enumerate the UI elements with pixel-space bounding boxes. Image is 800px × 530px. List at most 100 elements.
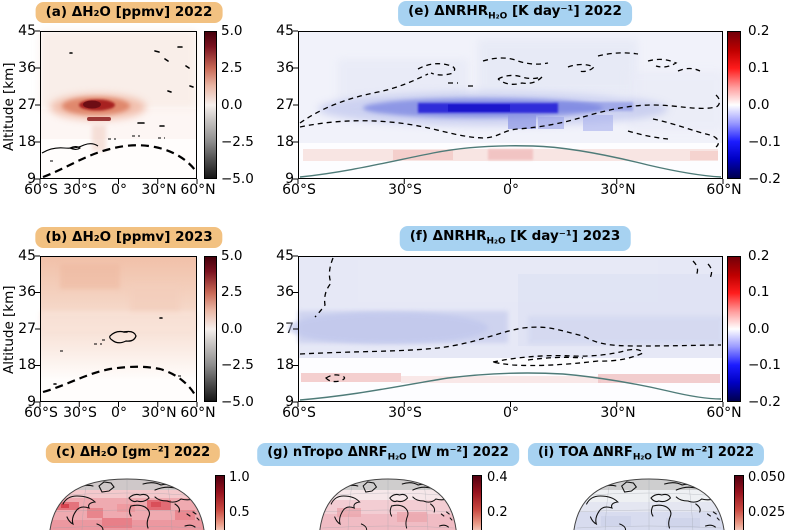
panel-e-xtick: 30°N <box>600 182 636 198</box>
panel-b-cbar-label: −5.0 <box>221 394 254 410</box>
panel-a-xtick: 60°S <box>24 182 58 198</box>
panel-e-title-sub: H₂O <box>488 11 508 22</box>
panel-a-cbar-label: 5.0 <box>221 23 243 39</box>
panel-a-xtick: 0° <box>111 182 127 198</box>
panel-a-ytick: 18 <box>18 134 36 150</box>
panel-i-map <box>573 478 725 530</box>
panel-g-cbar-label: 0.2 <box>487 505 508 520</box>
panel-i-title-main: (i) TOA ΔNRF <box>537 445 633 460</box>
panel-f-xtick: 30°S <box>388 405 422 421</box>
panel-f-ytick: 9 <box>285 394 294 410</box>
panel-a-cbar-label: 0.0 <box>221 97 243 113</box>
panel-i-cbar-label: 0.025 <box>748 505 786 520</box>
panel-c-title: (c) ΔH₂O [gm⁻²] 2022 <box>45 443 221 464</box>
panel-f-colorbar <box>727 256 741 402</box>
panel-b-cbar-label: 5.0 <box>221 248 243 264</box>
panel-g-map <box>319 478 457 530</box>
panel-e-plot <box>293 30 724 184</box>
panel-b-cbar-label: −2.5 <box>221 357 254 373</box>
panel-e-title-rest: [K day⁻¹] 2022 <box>507 3 622 19</box>
panel-f-cbar-label: −0.2 <box>748 394 781 410</box>
panel-c-title-text: (c) ΔH₂O [gm⁻²] 2022 <box>55 445 211 460</box>
panel-f-title-sub: H₂O <box>486 236 506 247</box>
panel-e-cbar-label: −0.2 <box>748 171 781 187</box>
panel-b-ytick: 36 <box>18 284 36 300</box>
panel-b-colorbar <box>204 256 217 402</box>
panel-b-title-text: (b) ΔH₂O [ppmv] 2023 <box>45 229 213 245</box>
panel-b-ytick: 9 <box>27 394 36 410</box>
panel-f-xtick: 0° <box>503 405 519 421</box>
panel-a-xtick: 60°N <box>180 182 216 198</box>
panel-i-colorbar <box>734 475 744 530</box>
panel-b-ytick: 27 <box>18 321 36 337</box>
panel-g-cbar-label: 0.4 <box>487 470 508 485</box>
panel-e-ytick: 36 <box>276 60 294 76</box>
panel-b-xtick: 60°S <box>24 405 58 421</box>
panel-e-ytick: 27 <box>276 97 294 113</box>
panel-i-title: (i) TOA ΔNRFH₂O [W m⁻²] 2022 <box>527 443 765 467</box>
panel-g-title-main: (g) nTropo ΔNRF <box>267 445 388 460</box>
panel-f-cbar-label: 0.0 <box>748 321 770 337</box>
panel-f-cbar-label: −0.1 <box>748 357 781 373</box>
panel-g-title: (g) nTropo ΔNRFH₂O [W m⁻²] 2022 <box>257 443 519 467</box>
panel-f-title-rest: [K day⁻¹] 2023 <box>505 228 621 244</box>
panel-e-cbar-label: 0.2 <box>748 23 770 39</box>
panel-a-plot <box>35 30 198 184</box>
panel-a-xtick: 30°S <box>63 182 97 198</box>
panel-e-cbar-label: 0.1 <box>748 60 770 76</box>
panel-b-xtick: 30°S <box>63 405 97 421</box>
panel-f-ytick: 45 <box>276 248 294 264</box>
panel-i-cbar-label: 0.050 <box>748 470 786 485</box>
panel-f-title: (f) ΔNRHRH₂O [K day⁻¹] 2023 <box>399 226 631 251</box>
panel-a-cbar-label: −5.0 <box>221 171 254 187</box>
panel-e-xtick: 60°S <box>282 182 316 198</box>
panel-c-cbar-label: 1.0 <box>229 470 250 485</box>
panel-e-ytick: 45 <box>276 23 294 39</box>
panel-b-xtick: 60°N <box>180 405 216 421</box>
panel-e-cbar-label: −0.1 <box>748 134 781 150</box>
panel-b-ytick: 18 <box>18 357 36 373</box>
panel-e-xtick: 0° <box>503 182 519 198</box>
panel-i-title-sub: H₂O <box>632 452 652 463</box>
panel-a-xtick: 30°N <box>141 182 177 198</box>
panel-c-map <box>49 478 205 530</box>
panel-a-ytick: 9 <box>27 171 36 187</box>
panel-c-cbar-label: 0.5 <box>229 505 250 520</box>
panel-f-ytick: 36 <box>276 284 294 300</box>
panel-e-colorbar <box>727 31 741 179</box>
panel-b-cbar-label: 2.5 <box>221 284 243 300</box>
panel-g-colorbar <box>472 475 482 530</box>
panel-a-cbar-label: 2.5 <box>221 60 243 76</box>
panel-f-ytick: 27 <box>276 321 294 337</box>
panel-a-title-text: (a) ΔH₂O [ppmv] 2022 <box>45 4 213 20</box>
panel-b-xtick: 30°N <box>141 405 177 421</box>
panel-f-plot <box>288 255 724 407</box>
panel-a-ytick: 36 <box>18 60 36 76</box>
panel-f-title-main: (f) ΔNRHR <box>409 228 487 244</box>
panel-e-xtick: 60°N <box>706 182 742 198</box>
panel-e-title-main: (e) ΔNRHR <box>408 3 489 19</box>
panel-a-colorbar <box>204 31 217 179</box>
panel-f-xtick: 60°S <box>282 405 316 421</box>
panel-c-colorbar <box>215 475 225 530</box>
panel-e-ytick: 18 <box>276 134 294 150</box>
panel-e-title: (e) ΔNRHRH₂O [K day⁻¹] 2022 <box>398 1 632 26</box>
panel-f-cbar-label: 0.1 <box>748 284 770 300</box>
panel-g-title-sub: H₂O <box>387 452 407 463</box>
panel-f-cbar-label: 0.2 <box>748 248 770 264</box>
panel-g-title-rest: [W m⁻²] 2022 <box>406 445 509 460</box>
panel-b-title: (b) ΔH₂O [ppmv] 2023 <box>35 227 223 248</box>
panel-f-ytick: 18 <box>276 357 294 373</box>
panel-e-xtick: 30°S <box>388 182 422 198</box>
panel-a-title: (a) ΔH₂O [ppmv] 2022 <box>35 2 223 23</box>
panel-b-plot <box>35 255 198 407</box>
panel-i-title-rest: [W m⁻²] 2022 <box>651 445 755 460</box>
panel-e-ytick: 9 <box>285 171 294 187</box>
panel-e-cbar-label: 0.0 <box>748 97 770 113</box>
panel-a-cbar-label: −2.5 <box>221 134 254 150</box>
panel-b-cbar-label: 0.0 <box>221 321 243 337</box>
panel-f-xtick: 30°N <box>600 405 636 421</box>
panel-a-ytick: 27 <box>18 97 36 113</box>
panel-b-ytick: 45 <box>18 248 36 264</box>
panel-b-xtick: 0° <box>111 405 127 421</box>
